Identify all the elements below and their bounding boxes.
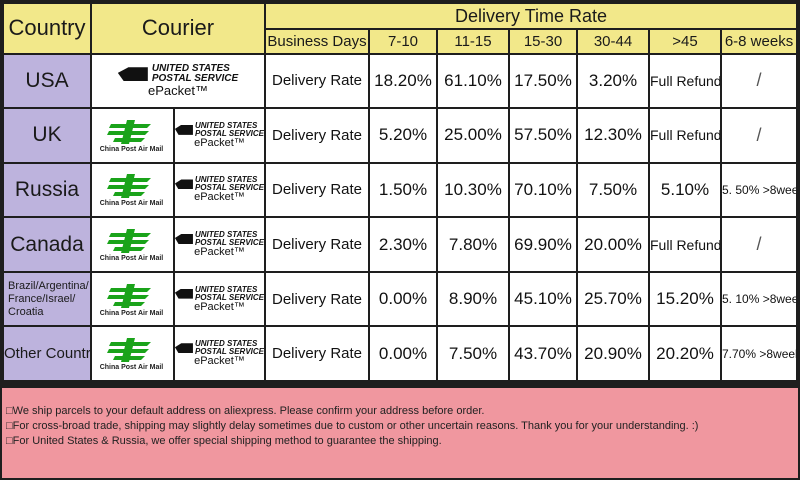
china-post-icon [107, 338, 152, 363]
china-post-logo: China Post Air Mail [92, 109, 171, 162]
rate-value: 18.20% [370, 54, 436, 108]
usps-epacket-logo: UNITED STATES POSTAL SERVICE ePacket™ [172, 109, 264, 162]
usps-epacket-logo: UNITED STATES POSTAL SERVICE ePacket™ [172, 163, 264, 217]
table-row: Canada China Post Air Mail UNITED STATES… [4, 218, 797, 271]
china-post-logo: China Post Air Mail [92, 272, 171, 326]
delivery-rate-label: Delivery Rate [266, 163, 368, 217]
header-range: 15-30 [510, 30, 576, 53]
rate-value: 17.50% [510, 54, 576, 108]
china-post-icon [107, 119, 152, 144]
rate-value: Full Refund [650, 54, 720, 108]
rate-value: 45.10% [510, 272, 576, 326]
rate-value: 0.00% [370, 272, 436, 326]
courier-cell: China Post Air Mail UNITED STATES POSTAL … [92, 218, 264, 271]
rate-value: 8.90% [438, 272, 508, 326]
delivery-rate-label: Delivery Rate [266, 54, 368, 108]
rate-value: 7.50% [438, 327, 508, 380]
rate-value: / [722, 218, 797, 271]
delivery-rate-label: Delivery Rate [266, 218, 368, 271]
delivery-rate-table: Country Courier Delivery Time Rate Busin… [2, 2, 798, 382]
rate-value: 20.90% [578, 327, 648, 380]
usps-eagle-icon [117, 67, 148, 82]
header-business-days: Business Days [266, 30, 368, 53]
rate-value: / [722, 54, 797, 108]
table-row: Other Countries China Post Air Mail UNIT… [4, 327, 797, 380]
usps-epacket-logo: UNITED STATES POSTAL SERVICE ePacket™ [172, 272, 264, 326]
rate-value: 10.30% [438, 163, 508, 217]
rate-value: 25.00% [438, 109, 508, 162]
usps-eagle-icon [174, 343, 193, 354]
shipping-notes: □We ship parcels to your default address… [2, 388, 798, 478]
rate-value: 12.30% [578, 109, 648, 162]
china-post-logo: China Post Air Mail [92, 327, 171, 380]
note-line: □We ship parcels to your default address… [6, 405, 485, 417]
header-range: >45 [650, 30, 720, 53]
header-courier: Courier [92, 4, 264, 53]
rate-value: 2.30% [370, 218, 436, 271]
country-cell: USA [4, 54, 90, 108]
country-cell: Canada [4, 218, 90, 271]
table-row: Brazil/Argentina/ France/Israel/ Croatia… [4, 272, 797, 326]
usps-eagle-icon [174, 288, 193, 299]
table-row: USA UNITED STATES POSTAL SERVICE ePacket™… [4, 54, 797, 108]
rate-value: 5.10% [650, 163, 720, 217]
usps-epacket-logo: UNITED STATES POSTAL SERVICE ePacket™ [92, 64, 264, 97]
header-delivery-time-rate: Delivery Time Rate [266, 4, 797, 29]
rate-value: 5.20% [370, 109, 436, 162]
courier-cell: China Post Air Mail UNITED STATES POSTAL … [92, 109, 264, 162]
china-post-logo: China Post Air Mail [92, 218, 171, 271]
country-cell: UK [4, 109, 90, 162]
country-cell: Russia [4, 163, 90, 217]
usps-epacket-logo: UNITED STATES POSTAL SERVICE ePacket™ [172, 327, 264, 380]
note-line: □For cross-broad trade, shipping may sli… [6, 420, 699, 432]
china-post-icon [107, 283, 152, 308]
usps-epacket-logo: UNITED STATES POSTAL SERVICE ePacket™ [172, 218, 264, 271]
rate-value: 20.00% [578, 218, 648, 271]
rate-value: Full Refund [650, 109, 720, 162]
country-cell: Other Countries [4, 327, 90, 380]
rate-value: 57.50% [510, 109, 576, 162]
rate-value: Full Refund [650, 218, 720, 271]
rate-value: 69.90% [510, 218, 576, 271]
china-post-icon [107, 229, 152, 254]
rate-value: 7.80% [438, 218, 508, 271]
delivery-rate-label: Delivery Rate [266, 109, 368, 162]
note-line: □For United States & Russia, we offer sp… [6, 435, 442, 447]
courier-cell: China Post Air Mail UNITED STATES POSTAL … [92, 163, 264, 217]
rate-value: 15.20% [650, 272, 720, 326]
country-cell: Brazil/Argentina/ France/Israel/ Croatia [4, 272, 90, 326]
rate-value: 0.00% [370, 327, 436, 380]
rate-value: 3.20% [578, 54, 648, 108]
header-range: 30-44 [578, 30, 648, 53]
table-row: UK China Post Air Mail UNITED STATES POST… [4, 109, 797, 162]
rate-value: 43.70% [510, 327, 576, 380]
courier-cell: UNITED STATES POSTAL SERVICE ePacket™ [92, 54, 264, 108]
rate-value: 7.50% [578, 163, 648, 217]
courier-cell: China Post Air Mail UNITED STATES POSTAL … [92, 327, 264, 380]
rate-value: 61.10% [438, 54, 508, 108]
delivery-rate-label: Delivery Rate [266, 327, 368, 380]
header-range: 6-8 weeks [722, 30, 797, 53]
china-post-icon [107, 174, 152, 199]
usps-eagle-icon [174, 234, 193, 245]
china-post-logo: China Post Air Mail [92, 163, 171, 217]
delivery-rate-label: Delivery Rate [266, 272, 368, 326]
header-country: Country [4, 4, 90, 53]
table-row: Russia China Post Air Mail UNITED STATES… [4, 163, 797, 217]
header-range: 11-15 [438, 30, 508, 53]
rate-value: 20.20% [650, 327, 720, 380]
rate-value: 70.10% [510, 163, 576, 217]
rate-value: 1.50% [370, 163, 436, 217]
header-range: 7-10 [370, 30, 436, 53]
rate-value: / [722, 109, 797, 162]
courier-cell: China Post Air Mail UNITED STATES POSTAL … [92, 272, 264, 326]
usps-eagle-icon [174, 124, 193, 135]
usps-eagle-icon [174, 179, 193, 190]
rate-value: 25.70% [578, 272, 648, 326]
